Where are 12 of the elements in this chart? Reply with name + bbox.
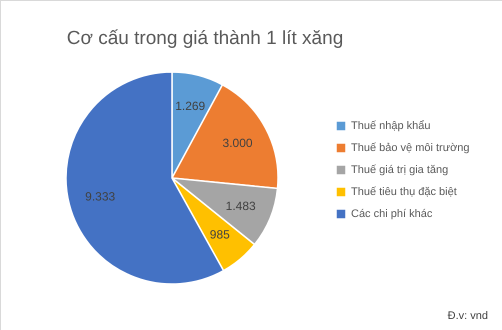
text: Đ.v: vnd bbox=[448, 310, 488, 322]
data-label: 1.269 bbox=[175, 99, 206, 114]
legend-label: Các chi phí khác bbox=[351, 208, 433, 220]
chart-title: Cơ cấu trong giá thành 1 lít xăng bbox=[66, 28, 344, 49]
legend-label: Thuế bảo vệ môi trường bbox=[351, 142, 470, 154]
data-label: 1.483 bbox=[226, 199, 256, 214]
data-label: 9.333 bbox=[85, 190, 116, 204]
legend-label: Thuế tiêu thụ đặc biệt bbox=[351, 186, 457, 198]
legend-label: Thuế giá trị gia tăng bbox=[351, 164, 448, 176]
legend-label: Thuế nhập khẩu bbox=[351, 120, 431, 132]
data-label: 985 bbox=[210, 228, 230, 242]
data-label: 3.000 bbox=[222, 136, 253, 150]
